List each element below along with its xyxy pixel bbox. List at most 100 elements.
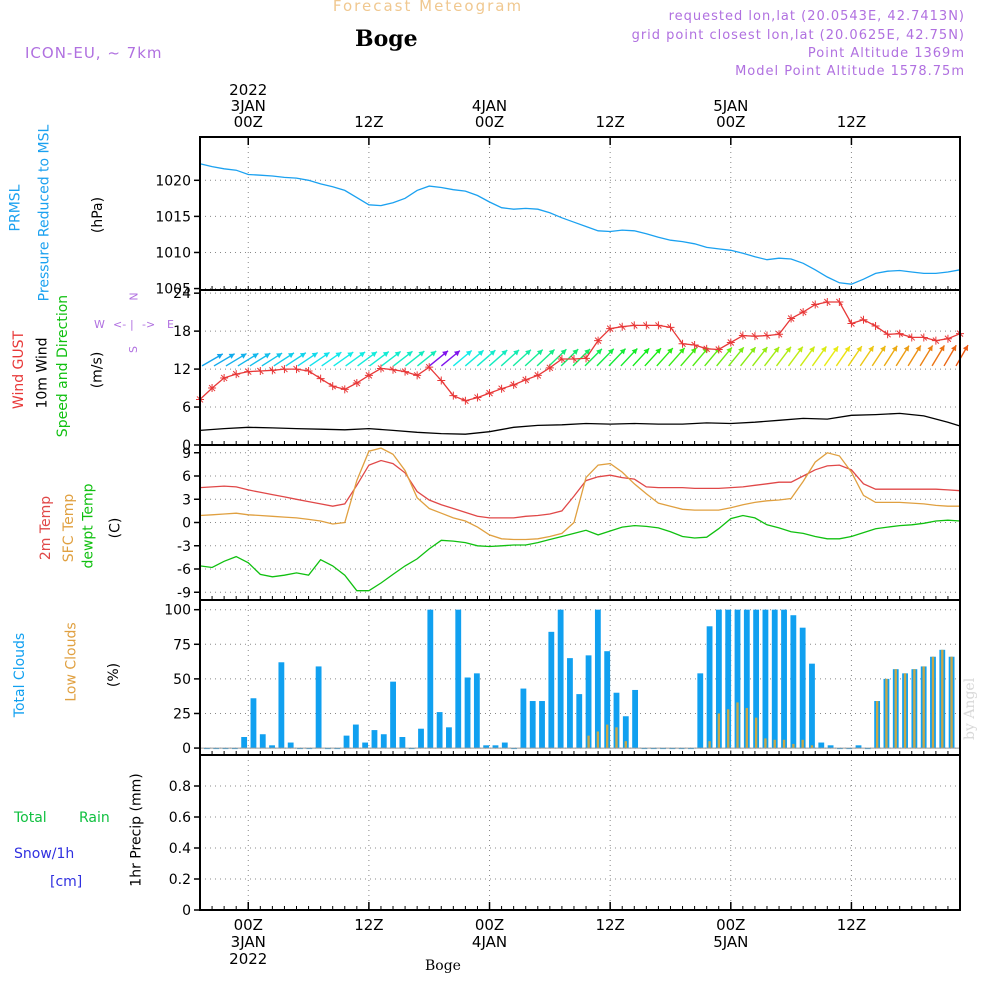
total-cloud-bar xyxy=(352,724,359,749)
wind-vector-head xyxy=(726,347,732,354)
total-cloud-bar xyxy=(362,742,369,749)
clouds-ytick-label: 0 xyxy=(182,741,191,757)
low-cloud-bar xyxy=(903,673,907,749)
top-time-label: 00Z xyxy=(716,113,745,131)
wind-vector-head xyxy=(335,352,342,358)
temp-ytick-label: 0 xyxy=(182,516,191,532)
total-cloud-bar xyxy=(753,609,760,749)
wind-ytick-label: 0 xyxy=(182,438,191,454)
wind-gust-marker xyxy=(292,365,301,374)
wind-gust-marker xyxy=(413,371,422,380)
total-cloud-bar xyxy=(259,734,266,749)
wind-gust-marker xyxy=(256,366,265,375)
wind-vector-head xyxy=(347,352,354,358)
wind-gust-marker xyxy=(871,322,880,331)
temp-panel xyxy=(194,444,961,601)
wind-gust-marker xyxy=(268,366,277,375)
wind-vector-head xyxy=(371,351,377,358)
total-cloud-bar xyxy=(250,698,257,749)
total-cloud-bar xyxy=(855,745,862,749)
wind-vector-head xyxy=(323,352,330,358)
clouds-ytick-label: 75 xyxy=(173,637,191,653)
total-cloud-bar xyxy=(567,658,573,749)
bottom-time-label: 4JAN xyxy=(472,933,507,951)
wind-vector-head xyxy=(939,345,945,352)
wind-gust-marker xyxy=(907,333,916,342)
wind-gust-marker xyxy=(931,336,940,345)
precip-ytick-label: 0.2 xyxy=(169,872,191,888)
wind-vector-head xyxy=(252,353,259,359)
total-cloud-bar xyxy=(781,609,787,749)
wind-gust-marker xyxy=(557,354,566,363)
wind-gust-marker xyxy=(304,366,313,375)
wind-vector-head xyxy=(607,348,614,355)
bottom-time-label: 3JAN xyxy=(231,933,266,951)
wind-gust-marker xyxy=(352,379,361,387)
total-cloud-bar xyxy=(455,609,462,749)
wind-gust-marker xyxy=(280,365,289,374)
wind-ytick-label: 24 xyxy=(173,286,191,302)
wind-gust-marker xyxy=(823,298,832,307)
wind-vector-head xyxy=(773,346,780,353)
clouds-ytick-label: 25 xyxy=(173,706,191,722)
model-point-altitude: Model Point Altitude 1578.75m xyxy=(735,64,965,79)
low-cloud-bar xyxy=(913,669,916,749)
wind-gust-marker xyxy=(437,376,446,385)
total-cloud-bar xyxy=(501,742,508,749)
wind-vector-head xyxy=(287,352,294,359)
wind-vector-head xyxy=(406,351,413,357)
wind-gust-marker xyxy=(364,371,373,380)
wind-vector-head xyxy=(560,349,567,356)
clouds-ytick-label: 100 xyxy=(164,603,191,619)
pressure-ytick-label: 1015 xyxy=(155,209,191,225)
total-cloud-bar xyxy=(613,692,620,749)
wind-vector-head xyxy=(430,350,437,357)
wind-vector-head xyxy=(359,351,366,358)
low-cloud-bar xyxy=(922,666,925,749)
top-time-label: 5JAN xyxy=(713,97,748,115)
precip-legend-rain: Rain xyxy=(79,810,110,826)
wind-gust-marker xyxy=(799,308,808,317)
compass-arrow-right: -> xyxy=(142,318,156,331)
wind-gust-marker xyxy=(726,338,735,347)
wind-gust-marker xyxy=(606,324,615,333)
wind-gust-marker xyxy=(220,373,229,382)
wind-vector-head xyxy=(891,345,898,352)
total-cloud-bar xyxy=(473,673,480,749)
wind-gust-marker xyxy=(654,321,663,330)
bottom-time-label: 5JAN xyxy=(713,933,748,951)
wind-vector-head xyxy=(501,350,508,356)
wind-gust-marker xyxy=(919,333,928,342)
total-cloud-bar xyxy=(632,689,639,749)
total-cloud-bar xyxy=(436,712,443,749)
wind-gust-marker xyxy=(618,322,627,331)
total-cloud-bar xyxy=(585,655,592,749)
temp-ytick-label: 9 xyxy=(182,446,191,462)
wind-gust-marker xyxy=(485,389,494,398)
wind-vector-head xyxy=(785,346,791,353)
wind-gust-marker xyxy=(328,382,337,391)
wind-vector-head xyxy=(453,350,460,357)
wind-vector-head xyxy=(868,345,874,352)
total-cloud-bar xyxy=(371,730,378,749)
wind-vector-head xyxy=(809,346,815,353)
total-cloud-bar xyxy=(557,609,564,749)
total-cloud-bar xyxy=(418,728,424,749)
total-cloud-bar xyxy=(520,688,527,749)
total-cloud-bar xyxy=(706,626,713,749)
low-cloud-bar xyxy=(745,707,748,749)
total-cloud-bar xyxy=(809,663,815,749)
wind-vector-head xyxy=(477,350,484,356)
total-cloud-bar xyxy=(343,735,350,749)
wind-gust-marker xyxy=(702,344,711,353)
low-cloud-bar xyxy=(931,656,935,749)
wind-gust-marker xyxy=(497,384,506,393)
temp-ytick-label: 3 xyxy=(182,492,191,508)
wind-gust-marker xyxy=(376,364,385,373)
wind-vector-head xyxy=(631,348,638,355)
total-cloud-bar xyxy=(799,627,806,749)
wind-vector-head xyxy=(679,347,685,354)
compass-arrow-left: <- xyxy=(113,318,127,331)
footer-station-name: Boge xyxy=(425,958,461,974)
precip-legend-cm: [cm] xyxy=(50,874,83,890)
